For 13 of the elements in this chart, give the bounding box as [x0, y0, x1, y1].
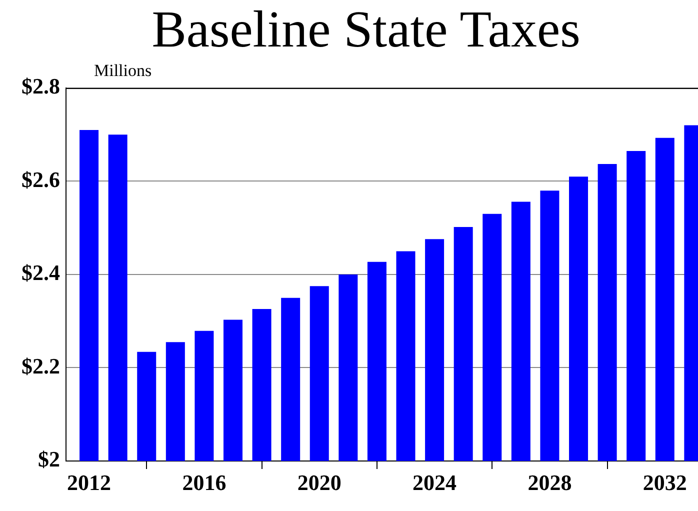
x-tick-label: 2028 — [528, 470, 572, 495]
x-tick-label: 2020 — [297, 470, 342, 495]
y-tick-label: $2.8 — [22, 74, 60, 99]
y-tick-label: $2 — [38, 446, 60, 472]
x-tick-label: 2012 — [67, 470, 112, 495]
y-axis-title: Millions — [94, 60, 152, 80]
x-tick-label: 2016 — [182, 470, 226, 495]
x-tick-label: 2032 — [642, 470, 687, 495]
y-tick-label: $2.6 — [22, 166, 60, 192]
x-tick-label: 2024 — [412, 470, 457, 495]
chart-title: Baseline State Taxes — [152, 2, 580, 59]
y-tick-label: $2.4 — [22, 260, 60, 286]
y-tick-label: $2.2 — [22, 353, 60, 378]
